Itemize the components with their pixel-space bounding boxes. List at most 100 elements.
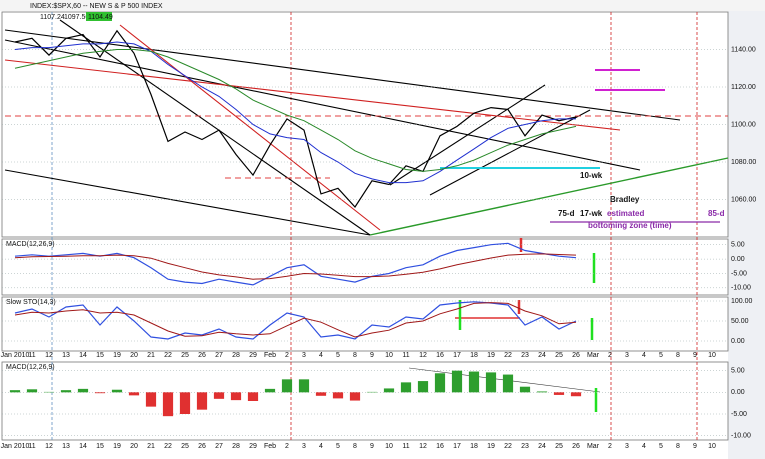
panel-title: MACD(12,26,9) — [6, 241, 55, 248]
annotation: estimated — [607, 209, 644, 218]
y-tick-label: -10.00 — [731, 433, 751, 440]
histogram-bar — [468, 371, 480, 393]
y-tick-label: 5.00 — [731, 368, 745, 375]
x-tick-label: 29 — [249, 352, 257, 359]
x-tick-label: 5 — [336, 443, 340, 450]
chart-title: INDEX:$SPX,60 -- NEW S & P 500 INDEX — [30, 3, 163, 10]
histogram-bar — [128, 392, 140, 396]
annotation: 85-d — [708, 209, 725, 218]
y-tick-label: 1120.00 — [731, 84, 756, 91]
histogram-bar — [230, 392, 242, 401]
x-tick-label: 11 — [28, 352, 35, 359]
y-tick-label: 0.00 — [731, 389, 745, 396]
x-tick-label: 13 — [62, 443, 70, 450]
x-tick-label: 23 — [521, 352, 529, 359]
x-tick-label: 3 — [302, 443, 306, 450]
x-tick-label: 5 — [659, 443, 663, 450]
x-tick-label: 25 — [181, 352, 189, 359]
x-tick-label: 19 — [113, 352, 121, 359]
x-tick-label: 25 — [555, 443, 563, 450]
histogram-bar — [94, 392, 106, 394]
x-tick-label: 20 — [130, 352, 138, 359]
x-tick-label: 29 — [249, 443, 257, 450]
histogram-bar — [349, 392, 361, 401]
x-tick-label: Feb — [264, 443, 276, 450]
x-tick-label: 23 — [521, 443, 529, 450]
x-tick-label: 26 — [572, 443, 580, 450]
x-tick-label: 13 — [62, 352, 70, 359]
histogram-bar — [298, 379, 310, 393]
x-tick-label: 11 — [28, 443, 35, 450]
x-tick-label: 22 — [164, 443, 172, 450]
x-tick-label: 9 — [693, 443, 697, 450]
x-tick-label: 12 — [419, 443, 427, 450]
x-tick-label: 2 — [285, 352, 289, 359]
panel-title: MACD(12,26,9) — [6, 364, 55, 371]
time-markers — [51, 12, 698, 440]
header-value: 1097.56 — [64, 14, 89, 21]
histogram-bar — [60, 390, 72, 393]
x-tick-label: 24 — [538, 443, 546, 450]
x-tick-label: 19 — [487, 352, 495, 359]
x-tick-label: 24 — [538, 352, 546, 359]
y-tick-label: 5.00 — [731, 242, 745, 249]
x-tick-label: Mar — [587, 352, 600, 359]
x-tick-label: 15 — [96, 443, 104, 450]
x-tick-label: Jan 2010 — [1, 352, 30, 359]
histogram-bar — [451, 370, 463, 393]
x-tick-label: 28 — [232, 352, 240, 359]
x-tick-label: 26 — [572, 352, 580, 359]
x-tick-label: 16 — [436, 443, 444, 450]
histogram-bar — [196, 392, 208, 410]
x-tick-label: 12 — [45, 443, 53, 450]
x-tick-label: 14 — [79, 443, 87, 450]
y-tick-label: 1060.00 — [731, 196, 756, 203]
histogram-bar — [434, 373, 446, 393]
series-line — [14, 41, 576, 184]
series-line — [14, 253, 577, 280]
x-tick-label: 25 — [181, 443, 189, 450]
y-tick-label: 1080.00 — [731, 159, 756, 166]
y-tick-label: 1100.00 — [731, 121, 756, 128]
x-tick-label: 20 — [130, 443, 138, 450]
annotation: 17-wk — [580, 209, 603, 218]
x-tick-label: 19 — [487, 443, 495, 450]
panel-title: Slow STO(14,3) — [6, 299, 56, 306]
series-line — [14, 49, 577, 172]
x-tick-label: 10 — [708, 352, 716, 359]
header-value: 1104.49 — [88, 14, 113, 21]
annotation: 75-d — [558, 209, 575, 218]
x-tick-label: 27 — [215, 443, 223, 450]
y-tick-label: -10.00 — [731, 285, 751, 292]
x-tick-label: 15 — [96, 352, 104, 359]
histogram-bar — [315, 392, 327, 396]
histogram-bar — [26, 389, 38, 393]
y-tick-label: -5.00 — [731, 411, 747, 418]
x-tick-label: Mar — [587, 443, 600, 450]
x-tick-label: 8 — [353, 443, 357, 450]
x-tick-label: 5 — [336, 352, 340, 359]
x-tick-label: 26 — [198, 443, 206, 450]
x-tick-label: 18 — [470, 443, 478, 450]
header-bar — [0, 0, 765, 11]
histogram-bar — [417, 381, 429, 393]
histogram-bar — [281, 379, 293, 393]
x-tick-label: 5 — [659, 352, 663, 359]
x-tick-label: 9 — [370, 443, 374, 450]
annotation: bottoming zone (time) — [588, 221, 672, 230]
x-tick-label: 21 — [147, 352, 155, 359]
x-tick-label: 26 — [198, 352, 206, 359]
x-tick-label: 10 — [385, 352, 393, 359]
x-tick-label: 10 — [385, 443, 393, 450]
x-tick-label: 10 — [708, 443, 716, 450]
histogram-bar — [502, 374, 514, 393]
x-tick-label: 22 — [504, 352, 512, 359]
x-tick-label: 4 — [319, 443, 323, 450]
x-tick-label: 22 — [164, 352, 172, 359]
histogram-bar — [179, 392, 191, 414]
histogram-bar — [332, 392, 344, 399]
trend-lines — [4, 19, 729, 412]
x-tick-label: 2 — [608, 443, 612, 450]
x-tick-label: 9 — [370, 352, 374, 359]
annotation: Bradley — [610, 195, 640, 204]
